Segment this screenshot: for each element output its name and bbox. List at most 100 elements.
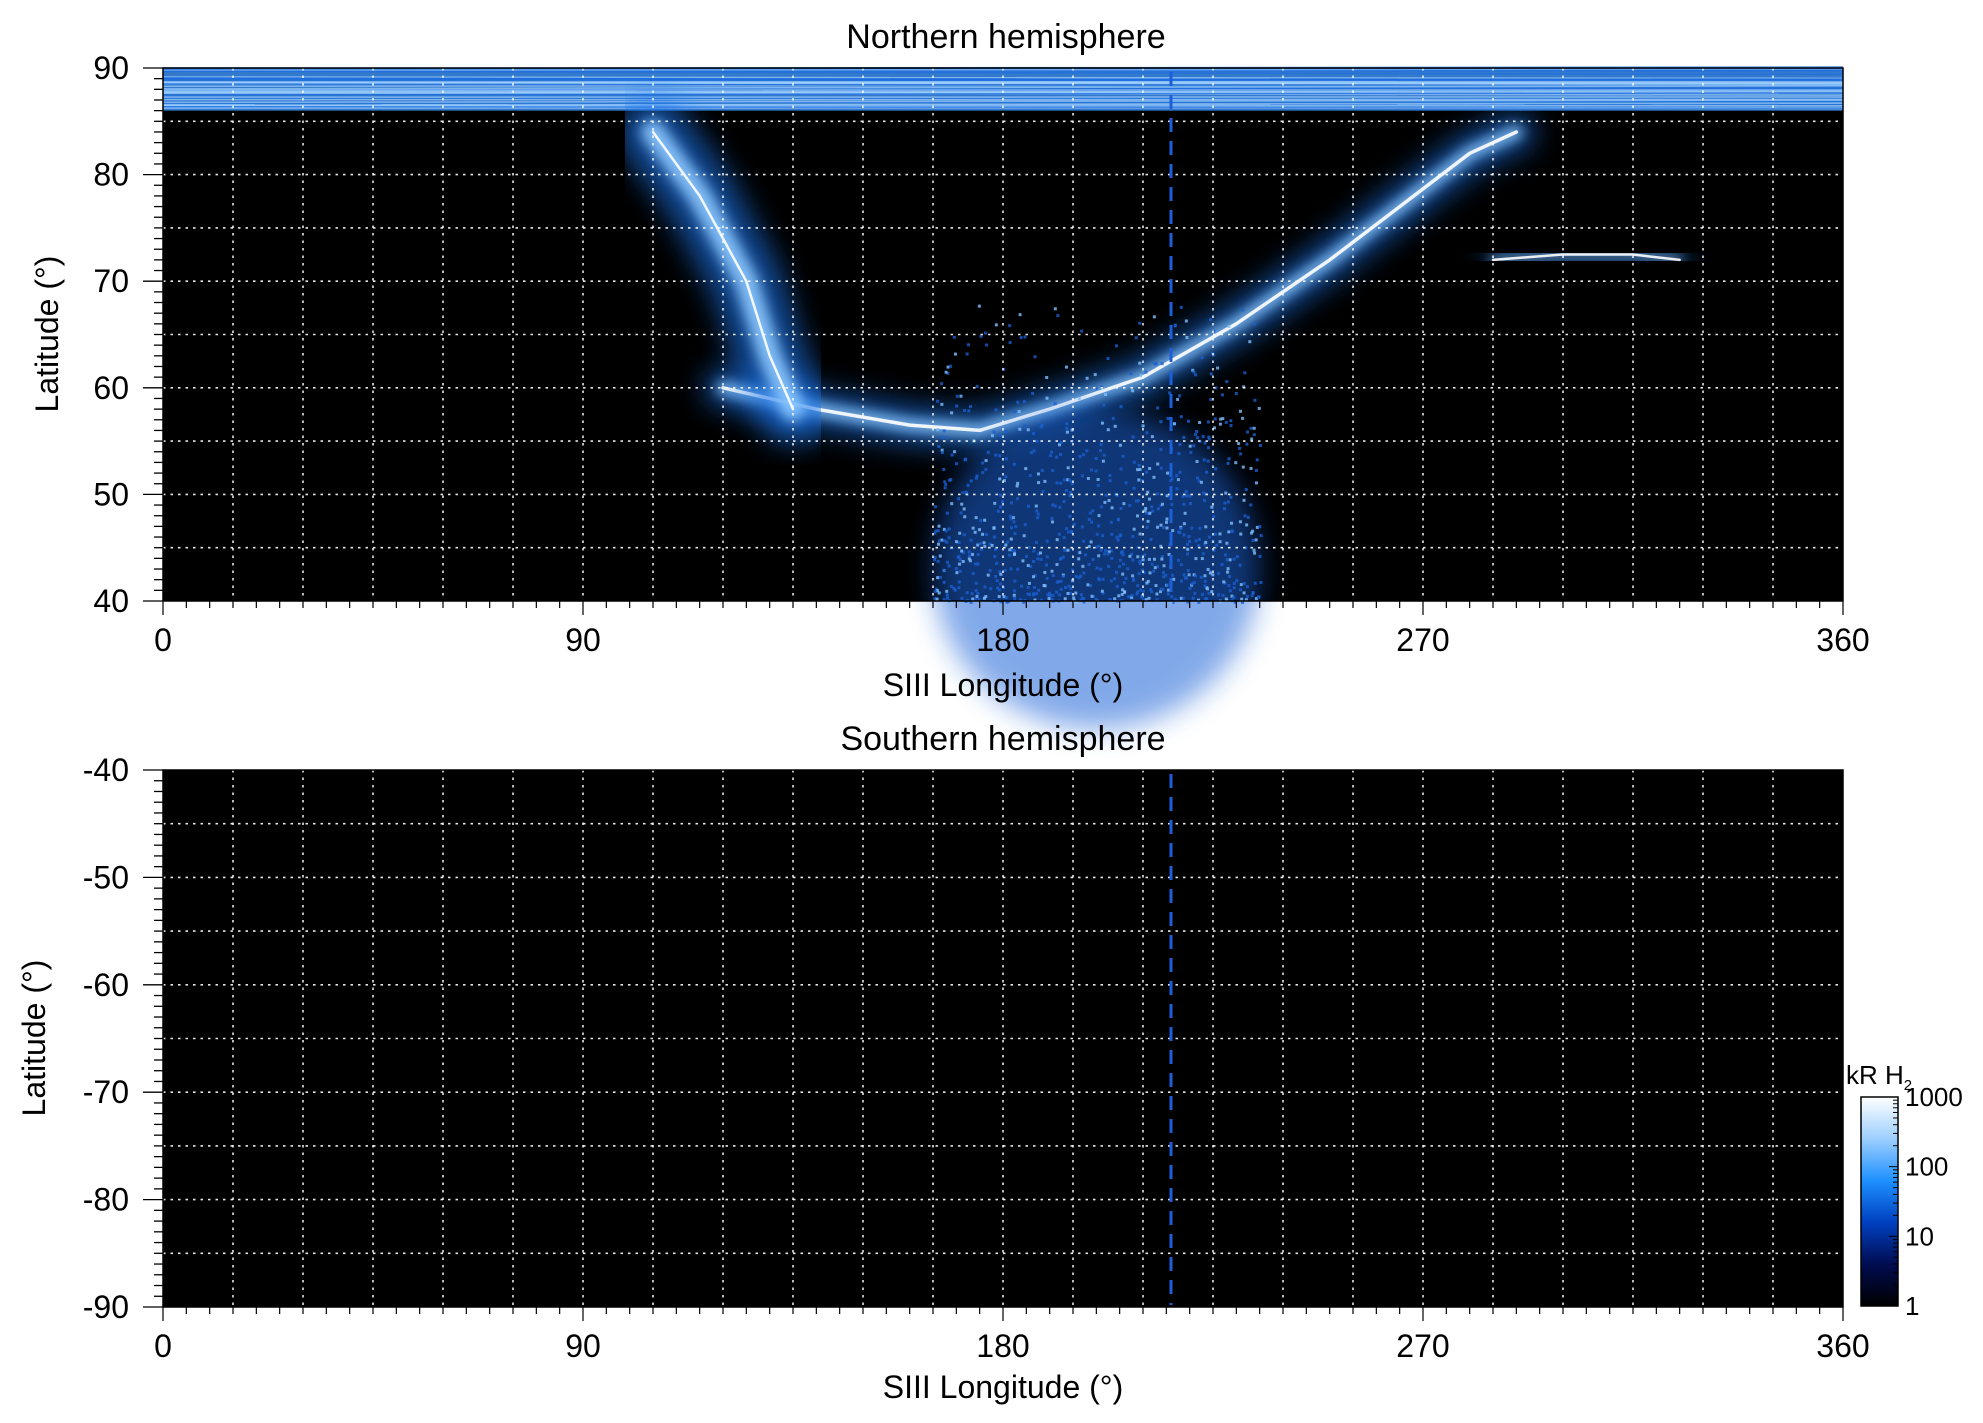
- diffuse-speckle: [953, 588, 957, 592]
- diffuse-speckle: [1239, 583, 1243, 587]
- diffuse-speckle: [977, 304, 981, 308]
- diffuse-speckle: [1022, 600, 1026, 604]
- diffuse-speckle: [1259, 580, 1263, 584]
- diffuse-speckle: [1193, 433, 1197, 437]
- diffuse-speckle: [976, 552, 980, 556]
- y-tick-label: -50: [83, 859, 129, 895]
- diffuse-speckle: [1160, 362, 1164, 366]
- diffuse-speckle: [952, 586, 956, 590]
- diffuse-speckle: [998, 570, 1002, 574]
- diffuse-speckle: [1100, 421, 1104, 425]
- diffuse-speckle: [968, 559, 972, 563]
- diffuse-speckle: [1156, 565, 1160, 569]
- diffuse-speckle: [1104, 493, 1108, 497]
- diffuse-speckle: [1061, 555, 1065, 559]
- diffuse-speckle: [992, 526, 996, 530]
- diffuse-speckle: [1055, 563, 1059, 567]
- diffuse-speckle: [1141, 558, 1145, 562]
- diffuse-speckle: [1119, 507, 1123, 511]
- diffuse-speckle: [962, 550, 966, 554]
- polar-cap-streak: [162, 92, 1844, 96]
- diffuse-speckle: [1198, 421, 1202, 425]
- diffuse-speckle: [1081, 564, 1085, 568]
- diffuse-speckle: [1191, 596, 1195, 600]
- diffuse-speckle: [1059, 481, 1063, 485]
- diffuse-speckle: [1154, 584, 1158, 588]
- diffuse-speckle: [957, 541, 961, 545]
- diffuse-speckle: [1108, 474, 1112, 478]
- diffuse-speckle: [1086, 583, 1090, 587]
- diffuse-speckle: [1244, 598, 1248, 602]
- diffuse-speckle: [1050, 517, 1054, 521]
- diffuse-speckle: [1245, 442, 1249, 446]
- plot-frame: [162, 769, 1844, 1308]
- diffuse-speckle: [1110, 532, 1114, 536]
- diffuse-speckle: [1179, 563, 1183, 567]
- diffuse-speckle: [936, 529, 940, 533]
- diffuse-speckle: [1032, 575, 1036, 579]
- diffuse-speckle: [1101, 591, 1105, 595]
- diffuse-speckle: [1059, 587, 1063, 591]
- diffuse-speckle: [1008, 553, 1012, 557]
- diffuse-speckle: [1241, 465, 1245, 469]
- diffuse-speckle: [1216, 366, 1220, 370]
- y-tick-label: 90: [93, 50, 129, 86]
- diffuse-speckle: [937, 524, 941, 528]
- diffuse-speckle: [936, 428, 940, 432]
- diffuse-speckle: [1207, 435, 1211, 439]
- diffuse-speckle: [964, 490, 968, 494]
- diffuse-speckle: [1146, 519, 1150, 523]
- diffuse-speckle: [1165, 517, 1169, 521]
- diffuse-speckle: [1205, 586, 1209, 590]
- diffuse-speckle: [1101, 577, 1105, 581]
- diffuse-speckle: [1176, 478, 1180, 482]
- diffuse-speckle: [1214, 386, 1218, 390]
- diffuse-speckle: [1024, 554, 1028, 558]
- diffuse-speckle: [1243, 371, 1247, 375]
- diffuse-speckle: [958, 562, 962, 566]
- diffuse-speckle: [1050, 520, 1054, 524]
- diffuse-speckle: [1034, 504, 1038, 508]
- diffuse-speckle: [1063, 597, 1067, 601]
- diffuse-speckle: [999, 433, 1003, 437]
- diffuse-speckle: [1201, 592, 1205, 596]
- diffuse-speckle: [969, 405, 973, 409]
- diffuse-speckle: [1244, 488, 1248, 492]
- diffuse-speckle: [1146, 490, 1150, 494]
- diffuse-speckle: [1182, 533, 1186, 537]
- diffuse-speckle: [1188, 494, 1192, 498]
- diffuse-speckle: [1218, 540, 1222, 544]
- diffuse-speckle: [940, 402, 944, 406]
- diffuse-speckle: [1141, 424, 1145, 428]
- diffuse-speckle: [1230, 594, 1234, 598]
- diffuse-speckle: [1238, 446, 1242, 450]
- diffuse-speckle: [1005, 596, 1009, 600]
- diffuse-speckle: [1203, 579, 1207, 583]
- diffuse-speckle: [937, 444, 941, 448]
- diffuse-speckle: [1119, 467, 1123, 471]
- diffuse-speckle: [969, 600, 973, 604]
- diffuse-speckle: [935, 589, 939, 593]
- diffuse-speckle: [1252, 426, 1256, 430]
- diffuse-speckle: [1015, 497, 1019, 501]
- diffuse-speckle: [990, 434, 994, 438]
- diffuse-speckle: [1197, 537, 1201, 541]
- diffuse-speckle: [1132, 486, 1136, 490]
- diffuse-speckle: [1205, 596, 1209, 600]
- x-tick-label: 180: [976, 622, 1029, 658]
- diffuse-speckle: [1150, 435, 1154, 439]
- diffuse-speckle: [973, 530, 977, 534]
- diffuse-speckle: [1213, 426, 1217, 430]
- diffuse-speckle: [933, 590, 937, 594]
- diffuse-speckle: [1039, 598, 1043, 602]
- southern-hemisphere-panel: Southern hemisphere -40 -50 -60 -70 -80 -90 0 9…: [16, 720, 1870, 1405]
- y-tick-label: -70: [83, 1074, 129, 1110]
- diffuse-speckle: [1240, 600, 1244, 604]
- diffuse-speckle: [1097, 524, 1101, 528]
- diffuse-speckle: [1094, 469, 1098, 473]
- diffuse-speckle: [999, 600, 1003, 604]
- diffuse-speckle: [1091, 558, 1095, 562]
- diffuse-speckle: [1045, 555, 1049, 559]
- diffuse-speckle: [1083, 553, 1087, 557]
- diffuse-speckle: [1045, 539, 1049, 543]
